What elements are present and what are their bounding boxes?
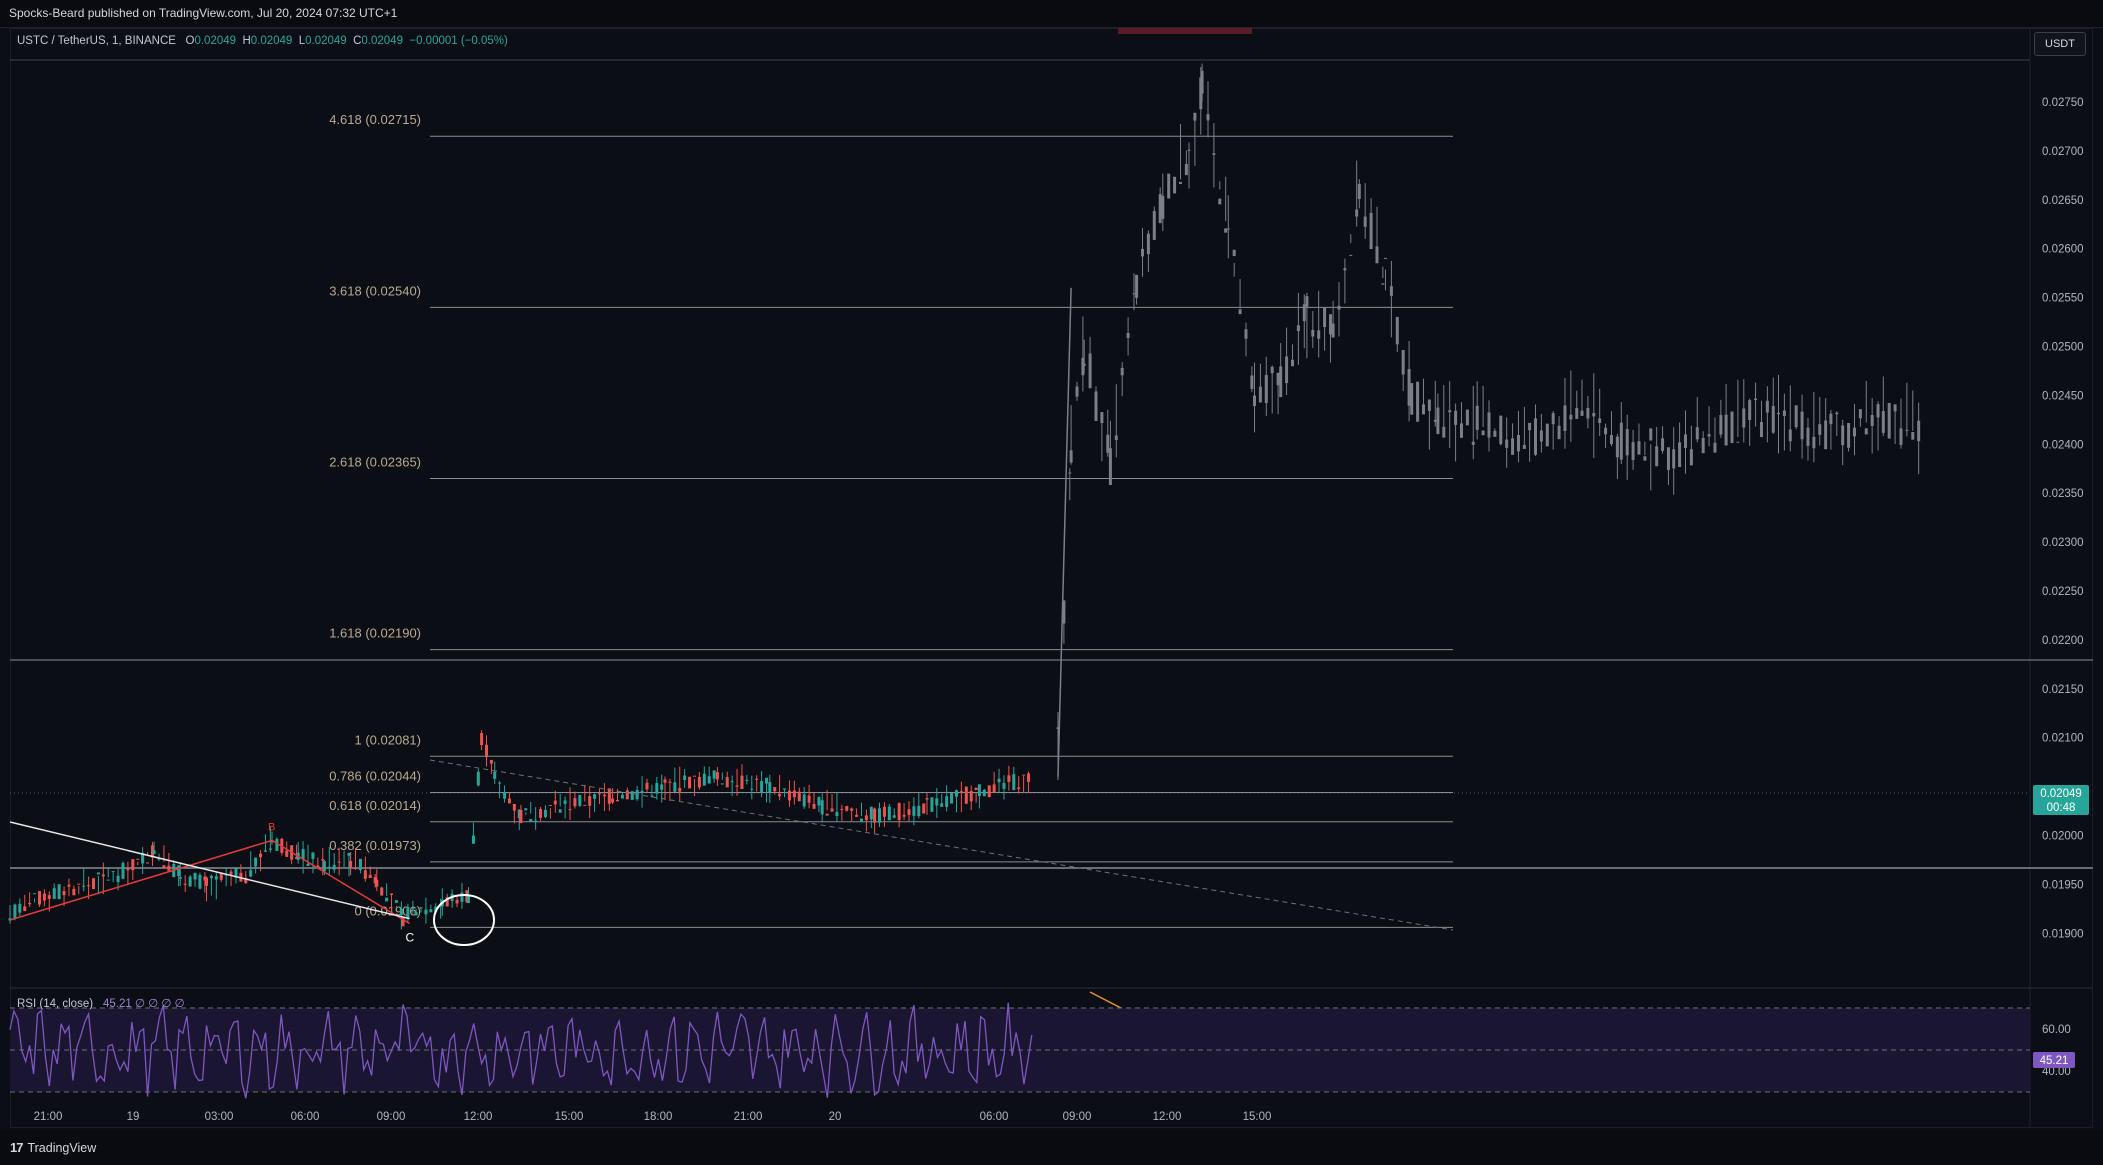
close-value: 0.02049 xyxy=(361,35,403,47)
tradingview-icon: 17 xyxy=(10,1140,24,1155)
currency-button[interactable]: USDT xyxy=(2034,32,2086,56)
open-value: 0.02049 xyxy=(194,35,237,47)
publisher-text: Spocks-Beard published on TradingView.co… xyxy=(9,6,398,20)
footer-bar xyxy=(0,1130,2103,1165)
high-label: H xyxy=(242,35,251,47)
open-label: O xyxy=(185,35,195,47)
low-label: L xyxy=(298,35,306,47)
low-value: 0.02049 xyxy=(305,35,347,47)
symbol-legend: USTC / TetherUS, 1, BINANCE O0.02049 H0.… xyxy=(17,35,508,47)
symbol-title[interactable]: USTC / TetherUS, 1, BINANCE xyxy=(17,35,176,47)
change-value: −0.00001 (−0.05%) xyxy=(409,35,508,47)
publisher-bar: Spocks-Beard published on TradingView.co… xyxy=(0,0,2103,28)
tradingview-logo[interactable]: 17 TradingView xyxy=(10,1140,96,1155)
close-label: C xyxy=(353,35,362,47)
high-value: 0.02049 xyxy=(250,35,293,47)
chart-pane[interactable] xyxy=(10,28,2093,1128)
tradingview-brand: TradingView xyxy=(27,1140,97,1155)
